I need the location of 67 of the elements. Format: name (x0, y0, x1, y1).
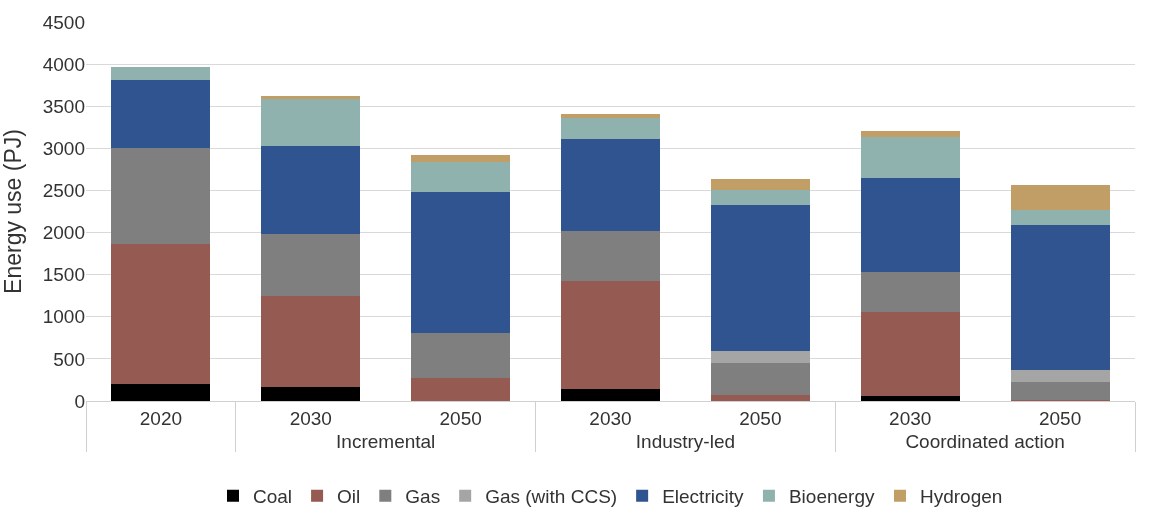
y-tick-label: 0 (74, 390, 85, 412)
bar (111, 80, 211, 149)
bar (411, 332, 511, 379)
x-tick-label: 2050 (1038, 407, 1082, 429)
y-tick-label: 1500 (42, 264, 85, 286)
bar (710, 395, 810, 401)
bar (860, 137, 960, 178)
bar (710, 363, 810, 396)
bar (261, 98, 361, 146)
bar (860, 131, 960, 138)
text: Coordinated action (905, 430, 1065, 452)
bar (261, 145, 361, 235)
y-tick-label: 2500 (42, 180, 85, 202)
x-tick-label: 2030 (889, 407, 932, 429)
y-tick-label: 500 (53, 348, 85, 370)
bar (561, 113, 660, 119)
legend-label: Hydrogen (919, 486, 1003, 508)
text: Industry-led (635, 430, 736, 452)
x-tick-label: 2030 (289, 407, 332, 429)
bar (860, 272, 960, 312)
bar (411, 192, 511, 333)
bar (1010, 224, 1110, 370)
bar (710, 189, 810, 205)
bar (1010, 369, 1110, 383)
text: Incremental (336, 430, 436, 452)
y-tick-label: 1000 (42, 306, 85, 328)
bar (561, 280, 660, 390)
legend-label: Gas (405, 486, 441, 508)
bar (111, 148, 211, 244)
x-tick-label: 2030 (589, 407, 632, 429)
bar (860, 395, 960, 401)
bar (261, 96, 361, 99)
legend-label: Coal (253, 486, 293, 508)
bar (261, 234, 361, 296)
bar (710, 204, 810, 352)
bar (261, 295, 361, 387)
bar (561, 389, 660, 401)
bar (561, 118, 660, 140)
bar (411, 378, 511, 401)
bar (411, 155, 511, 162)
y-tick-label: 2000 (42, 222, 85, 244)
legend-label: Electricity (662, 486, 744, 508)
y-tick-label: 3000 (42, 137, 85, 159)
x-tick-label: 2050 (739, 407, 782, 429)
legend-label: Bioenergy (788, 486, 875, 508)
x-tick-label: 2050 (439, 407, 482, 429)
bar (561, 230, 660, 281)
bar (1010, 185, 1110, 210)
y-tick-label: 3500 (42, 95, 85, 117)
bar (261, 386, 361, 401)
bar (710, 351, 810, 364)
legend-label: Gas (with CCS) (485, 486, 618, 508)
legend-label: Oil (337, 486, 361, 508)
bar (860, 177, 960, 273)
bar (860, 311, 960, 396)
bar (111, 384, 211, 401)
y-axis-title: Energy use (PJ) (0, 129, 26, 294)
bar (111, 66, 211, 81)
y-tick-label: 4500 (42, 11, 85, 33)
bar (1010, 209, 1110, 225)
x-tick-label: 2020 (139, 407, 183, 429)
bar (111, 243, 211, 385)
y-tick-label: 4000 (42, 53, 85, 75)
bar (710, 178, 810, 190)
bar (411, 161, 511, 193)
bar (561, 139, 660, 231)
bar (1010, 382, 1110, 401)
